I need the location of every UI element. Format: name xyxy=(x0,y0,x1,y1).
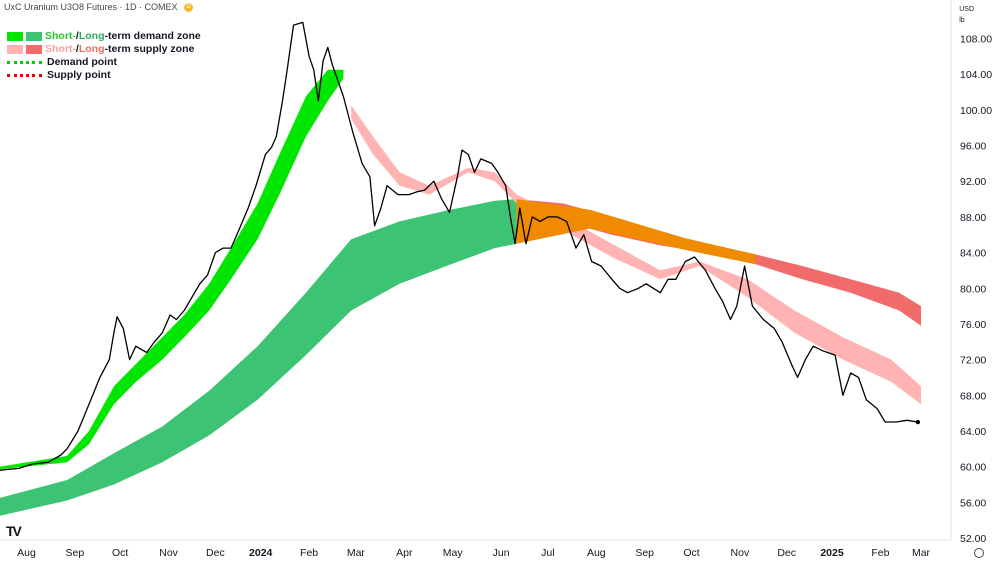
short-term-demand-zone-band xyxy=(0,69,344,470)
price-layer xyxy=(0,21,921,471)
y-tick-label: 84.00 xyxy=(960,248,986,260)
unit-label: lb xyxy=(959,17,965,24)
price-axis: 108.00 104.00 100.00 96.00 92.00 88.00 84.00 80… xyxy=(950,0,992,545)
x-tick-label: Dec xyxy=(777,547,796,559)
y-tick-label: 92.00 xyxy=(960,176,986,188)
data-source-badge: D xyxy=(184,3,194,13)
x-tick-label: Mar xyxy=(347,547,366,559)
y-tick-label: 60.00 xyxy=(960,462,986,474)
y-tick-label: 88.00 xyxy=(960,212,986,224)
x-tick-label: Sep xyxy=(635,547,654,559)
short-term-supply-zone-band xyxy=(351,105,921,405)
symbol-title: UxC Uranium U3O8 Futures · 1D · COMEX xyxy=(4,2,178,12)
zones-layer xyxy=(0,69,921,516)
x-tick-label: Feb xyxy=(300,547,318,559)
x-tick-label: 2024 xyxy=(249,547,273,559)
long-term-demand-zone-band xyxy=(0,199,517,516)
legend-supply-point: Supply point xyxy=(7,69,201,82)
legend-demand-sep: / xyxy=(75,30,79,42)
y-tick-label: 56.00 xyxy=(960,497,986,509)
price-line xyxy=(0,21,918,471)
y-tick-label: 76.00 xyxy=(960,319,986,331)
demand-point-swatch xyxy=(7,61,42,64)
legend-supply-rest: -term supply zone xyxy=(104,43,195,55)
x-tick-label: 2025 xyxy=(820,547,844,559)
legend-demand-point-label: Demand point xyxy=(47,56,117,68)
x-tick-label: Nov xyxy=(731,547,750,559)
x-tick-label: Jun xyxy=(493,547,510,559)
tradingview-logo[interactable]: TV xyxy=(6,523,22,539)
indicator-legend: Short- / Long -term demand zone Short- / … xyxy=(7,30,201,82)
y-tick-label: 96.00 xyxy=(960,141,986,153)
y-tick-label: 80.00 xyxy=(960,283,986,295)
legend-demand-zone: Short- / Long -term demand zone xyxy=(7,30,201,43)
settings-icon[interactable] xyxy=(974,548,984,558)
x-tick-label: Aug xyxy=(17,547,36,559)
y-tick-label: 64.00 xyxy=(960,426,986,438)
time-axis: Aug Sep Oct Nov Dec 2024 Feb Mar Apr May Jun Jul Aug… xyxy=(0,539,951,559)
legend-supply-point-label: Supply point xyxy=(47,69,111,81)
legend-supply-long: Long xyxy=(78,43,105,55)
x-tick-label: Sep xyxy=(66,547,85,559)
y-tick-label: 72.00 xyxy=(960,355,986,367)
legend-demand-rest: -term demand zone xyxy=(104,30,201,42)
legend-demand-long: Long xyxy=(78,30,105,42)
short-demand-swatch xyxy=(7,32,23,41)
x-tick-label: Feb xyxy=(871,547,889,559)
x-tick-label: Dec xyxy=(206,547,225,559)
y-tick-label: 108.00 xyxy=(960,34,992,46)
supply-point-swatch xyxy=(7,74,42,77)
x-tick-label: Mar xyxy=(912,547,931,559)
x-tick-label: Apr xyxy=(396,547,413,559)
legend-supply-zone: Short- / Long -term supply zone xyxy=(7,43,201,56)
price-axis-unit[interactable]: USD lb xyxy=(959,4,974,26)
x-tick-label: Aug xyxy=(587,547,606,559)
legend-demand-point: Demand point xyxy=(7,56,201,69)
last-price-dot xyxy=(915,419,921,425)
overlap-zone xyxy=(516,199,756,265)
y-tick-label: 104.00 xyxy=(960,69,992,81)
y-tick-label: 100.00 xyxy=(960,105,992,117)
long-supply-swatch xyxy=(26,45,42,54)
legend-supply-sep: / xyxy=(75,43,79,55)
y-tick-label: 52.00 xyxy=(960,533,986,545)
short-supply-swatch xyxy=(7,45,23,54)
x-tick-label: Jul xyxy=(541,547,554,559)
currency-label: USD xyxy=(959,6,974,13)
legend-supply-short: Short- xyxy=(45,43,76,55)
long-demand-swatch xyxy=(26,32,42,41)
x-tick-label: Nov xyxy=(159,547,178,559)
y-tick-label: 68.00 xyxy=(960,390,986,402)
x-tick-label: Oct xyxy=(683,547,699,559)
x-tick-label: Oct xyxy=(112,547,128,559)
symbol-header: UxC Uranium U3O8 Futures · 1D · COMEX D xyxy=(4,2,194,13)
legend-demand-short: Short- xyxy=(45,30,76,42)
x-tick-label: May xyxy=(443,547,464,559)
